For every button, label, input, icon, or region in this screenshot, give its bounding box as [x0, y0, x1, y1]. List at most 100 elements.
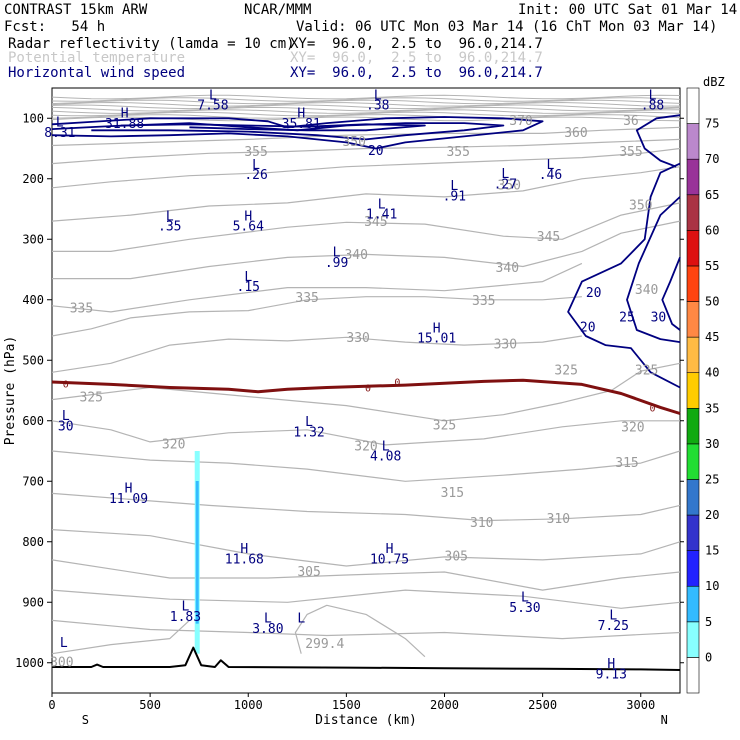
strat-isentrope-0: [51, 94, 681, 100]
extremum-value: 1.32: [293, 425, 324, 440]
zero-label: 0: [365, 384, 371, 395]
theta-label: 350: [342, 135, 365, 150]
colorbar-level: 20: [705, 508, 719, 522]
extremum-marker: H: [607, 657, 615, 672]
isentrope-16: [51, 147, 681, 189]
strat-isentrope-5: [51, 106, 681, 112]
colorbar-level: 55: [705, 259, 719, 273]
y-tick-label: 900: [22, 595, 44, 609]
isentrope-0: [51, 296, 582, 337]
colorbar-swatch: [686, 158, 700, 196]
theta-label: 355: [446, 145, 469, 160]
extremum-value: .38: [366, 99, 389, 114]
x-axis-label: Distance (km): [315, 713, 417, 728]
field2-xy: XY= 96.0, 2.5 to 96.0,214.7: [290, 50, 543, 66]
colorbar-level: 70: [705, 152, 719, 166]
extremum-value: 10.75: [370, 552, 409, 567]
isentrope-9: [51, 619, 681, 640]
strat-isentrope-1: [51, 97, 681, 102]
extremum-value: 11.68: [225, 552, 264, 567]
extremum-value: 11.09: [109, 492, 148, 507]
y-tick-label: 100: [22, 111, 44, 125]
x-tick-label: 1000: [234, 698, 263, 712]
extremum-value: 4.08: [370, 450, 401, 465]
theta-label: 345: [537, 230, 560, 245]
extremum-value: 15.01: [417, 332, 456, 347]
theta-label: 330: [494, 338, 517, 353]
isentrope-11: [51, 619, 190, 655]
strat-isentrope-3: [51, 102, 681, 107]
theta-label: 300: [50, 655, 73, 670]
y-tick-label: 1000: [15, 656, 44, 670]
colorbar-swatch: [686, 194, 700, 231]
colorbar-swatch: [686, 443, 700, 480]
field3-name: Horizontal wind speed: [8, 65, 186, 81]
wind-label: 20: [580, 321, 596, 336]
colorbar-swatch: [686, 550, 700, 587]
x-tick-label: 3000: [626, 698, 655, 712]
extremum-marker: H: [125, 482, 133, 497]
extremum-marker: L: [374, 88, 382, 103]
y-tick-label: 700: [22, 474, 44, 488]
extremum-value: .15: [237, 280, 260, 295]
x-tick-label: 500: [139, 698, 161, 712]
x-tick-label: 0: [48, 698, 55, 712]
theta-label: 320: [621, 421, 644, 436]
theta-label: 355: [619, 145, 642, 160]
extremum-marker: L: [252, 158, 260, 173]
theta-label: 315: [441, 486, 464, 501]
colorbar-swatch: [686, 230, 700, 267]
extremum-marker: L: [333, 246, 341, 261]
extremum-marker: L: [382, 439, 390, 454]
wind-label: 30: [651, 310, 667, 325]
colorbar-swatch: [686, 479, 700, 516]
colorbar-swatch: [686, 657, 700, 694]
isentrope-3: [51, 420, 680, 446]
isentrope-8: [51, 589, 681, 609]
theta-label: 350: [629, 198, 652, 213]
theta-label: 330: [346, 331, 369, 346]
colorbar-swatch: [686, 265, 700, 302]
colorbar-swatch: [686, 372, 700, 409]
extremum-value: .27: [494, 177, 517, 192]
extremum-marker: L: [609, 609, 617, 624]
colorbar-swatch: [686, 585, 700, 623]
isentrope-5: [51, 492, 681, 522]
theta-label: 36: [623, 114, 639, 129]
extremum-value: .35: [158, 220, 181, 235]
y-tick-label: 200: [22, 172, 44, 186]
extremum-value: 31.88: [105, 117, 144, 132]
extremum-marker: L: [305, 415, 313, 430]
reflectivity-core: [195, 481, 199, 624]
extremum-value: 30: [58, 419, 74, 434]
extremum-marker: L: [297, 612, 305, 627]
theta-label: 340: [496, 261, 519, 276]
wind-label: 20: [586, 286, 602, 301]
isentrope-13: [52, 220, 681, 280]
extremum-marker: H: [297, 107, 305, 122]
isentrope-7: [51, 559, 681, 591]
colorbar-swatch: [686, 123, 700, 160]
extremum-value: 35.81: [282, 117, 321, 132]
extremum-marker: L: [60, 636, 68, 651]
zero-label: 0: [63, 379, 69, 390]
wind-label: 20: [368, 144, 384, 159]
extremum-marker: L: [649, 88, 657, 103]
colorbar-level: 40: [705, 366, 719, 380]
y-tick-label: 600: [22, 414, 44, 428]
x-tick-label: 1500: [332, 698, 361, 712]
extremum-marker: H: [433, 321, 441, 336]
colorbar-level: 10: [705, 579, 719, 593]
theta-label: 360: [564, 126, 587, 141]
colorbar-unit: dBZ: [703, 75, 725, 89]
theta-label: 325: [80, 390, 103, 405]
theta-label: 305: [445, 549, 468, 564]
extremum-marker: H: [244, 209, 252, 224]
colorbar-level: 60: [705, 223, 719, 237]
y-tick-label: 800: [22, 535, 44, 549]
extremum-value: 5.64: [233, 220, 264, 235]
strat-isentrope-7: [51, 111, 681, 117]
extremum-marker: L: [264, 612, 272, 627]
y-tick-label: 500: [22, 353, 44, 367]
